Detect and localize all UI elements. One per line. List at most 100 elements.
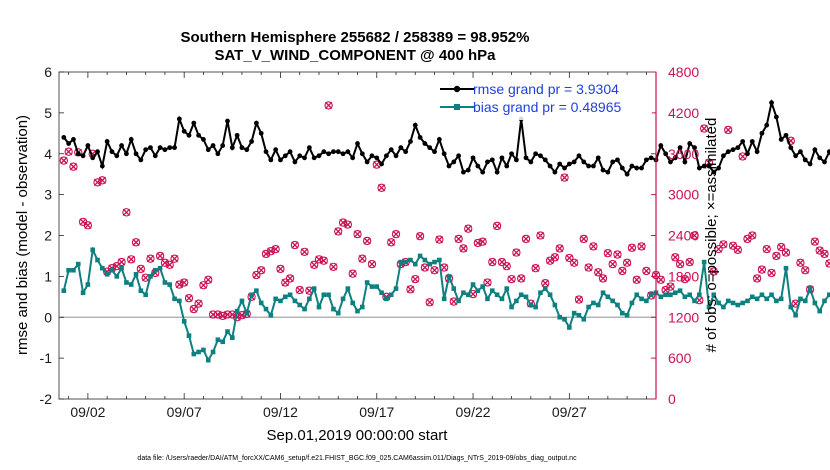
obs-assimilated-marker — [719, 240, 728, 249]
bias-point — [388, 292, 394, 298]
bias-point — [152, 267, 158, 273]
rmse-point — [682, 159, 688, 165]
rmse-point — [172, 145, 177, 151]
rmse-point — [470, 155, 476, 161]
rmse-point — [480, 169, 486, 175]
obs-assimilated-marker — [796, 259, 805, 267]
obs-assimilated-marker — [353, 230, 362, 238]
obs-assimilated-marker — [700, 124, 708, 133]
rmse-point — [393, 153, 399, 159]
rmse-point — [624, 171, 630, 177]
obs-possible-marker — [165, 260, 174, 269]
rmse-point — [788, 145, 794, 151]
obs-assimilated-marker — [64, 148, 73, 156]
rmse-point — [509, 151, 514, 157]
obs-possible-marker — [122, 208, 131, 217]
obs-possible-marker — [772, 251, 781, 261]
obs-assimilated-marker — [551, 253, 559, 261]
obs-assimilated-marker — [517, 274, 525, 283]
x-axis: 09/02 09/07 09/12 09/17 09/22 09/27 — [68, 72, 647, 420]
bias-point — [268, 312, 274, 318]
rmse-point — [162, 147, 168, 153]
rmse-point — [119, 143, 124, 148]
obs-assimilated-marker — [291, 241, 299, 249]
rmse-point — [239, 145, 245, 151]
obs-possible-marker — [762, 244, 771, 254]
bias-point — [422, 257, 428, 263]
rmse-point — [215, 151, 221, 157]
rmse-point — [90, 155, 96, 161]
bias-point — [639, 296, 644, 302]
bias-point — [186, 333, 192, 338]
bias-point — [75, 261, 81, 267]
obs-possible-marker — [608, 259, 617, 269]
bias-point — [817, 308, 822, 314]
obs-possible-marker — [757, 265, 767, 274]
rmse-point — [374, 155, 380, 161]
rmse-point — [798, 149, 803, 155]
rmse-point — [61, 135, 67, 140]
bias-point — [778, 296, 784, 302]
bias-point — [802, 298, 808, 304]
rmse-point — [244, 147, 250, 153]
bias-point — [465, 292, 471, 298]
rmse-point — [340, 151, 346, 157]
bias-point — [735, 302, 741, 308]
rmse-point — [210, 143, 216, 148]
obs-possible-marker — [752, 274, 762, 283]
bias-point — [822, 298, 827, 304]
rmse-point — [769, 100, 774, 106]
obs-possible-marker — [560, 173, 569, 182]
bias-point — [648, 292, 654, 298]
obs-assimilated-marker — [421, 263, 429, 272]
obs-assimilated-marker — [666, 282, 675, 291]
obs-possible-marker — [507, 274, 516, 284]
obs-assimilated-marker — [488, 258, 496, 266]
bias-point — [749, 294, 755, 300]
bias-point — [369, 284, 375, 289]
obs-possible-marker — [728, 241, 738, 250]
obs-possible-marker — [820, 249, 829, 259]
obs-possible-marker — [521, 234, 531, 244]
obs-assimilated-marker — [512, 248, 521, 257]
obs-possible-marker — [406, 285, 415, 294]
bias-point — [490, 288, 495, 293]
obs-possible-marker — [117, 257, 126, 267]
obs-assimilated-marker — [117, 258, 126, 266]
bias-point — [812, 300, 818, 306]
bias-point — [634, 292, 640, 298]
obs-assimilated-marker — [137, 265, 145, 273]
obs-assimilated-marker — [271, 245, 280, 253]
bias-point — [119, 265, 124, 271]
rmse-point — [456, 153, 462, 159]
rmse-point — [258, 130, 264, 136]
bias-point — [124, 280, 129, 285]
bias-point — [138, 288, 144, 293]
rmse-point — [629, 163, 635, 169]
rmse-point — [451, 159, 457, 165]
bias-point — [644, 298, 649, 304]
bias-point — [350, 300, 355, 306]
obs-assimilated-marker — [329, 263, 338, 271]
obs-possible-marker — [796, 258, 805, 267]
obs-possible-marker — [767, 268, 776, 278]
chart-title: Southern Hemisphere 255682 / 258389 = 98… — [181, 29, 530, 46]
obs-assimilated-marker — [440, 263, 448, 272]
rmse-point — [696, 165, 702, 171]
rmse-point — [586, 163, 591, 169]
obs-assimilated-marker — [69, 163, 78, 171]
rmse-point — [721, 153, 726, 159]
bias-point — [297, 302, 303, 308]
bias-point — [692, 298, 697, 304]
bias-point — [788, 304, 794, 310]
bias-point — [172, 296, 177, 302]
rmse-point — [99, 163, 105, 169]
rmse-point — [128, 137, 134, 142]
bias-point — [668, 292, 673, 298]
rmse-point — [465, 167, 471, 173]
x-tick-label: 09/27 — [552, 404, 587, 420]
bias-point — [610, 298, 615, 304]
rmse-point — [643, 157, 649, 163]
legend-box — [440, 80, 652, 120]
obs-assimilated-marker — [816, 246, 824, 255]
